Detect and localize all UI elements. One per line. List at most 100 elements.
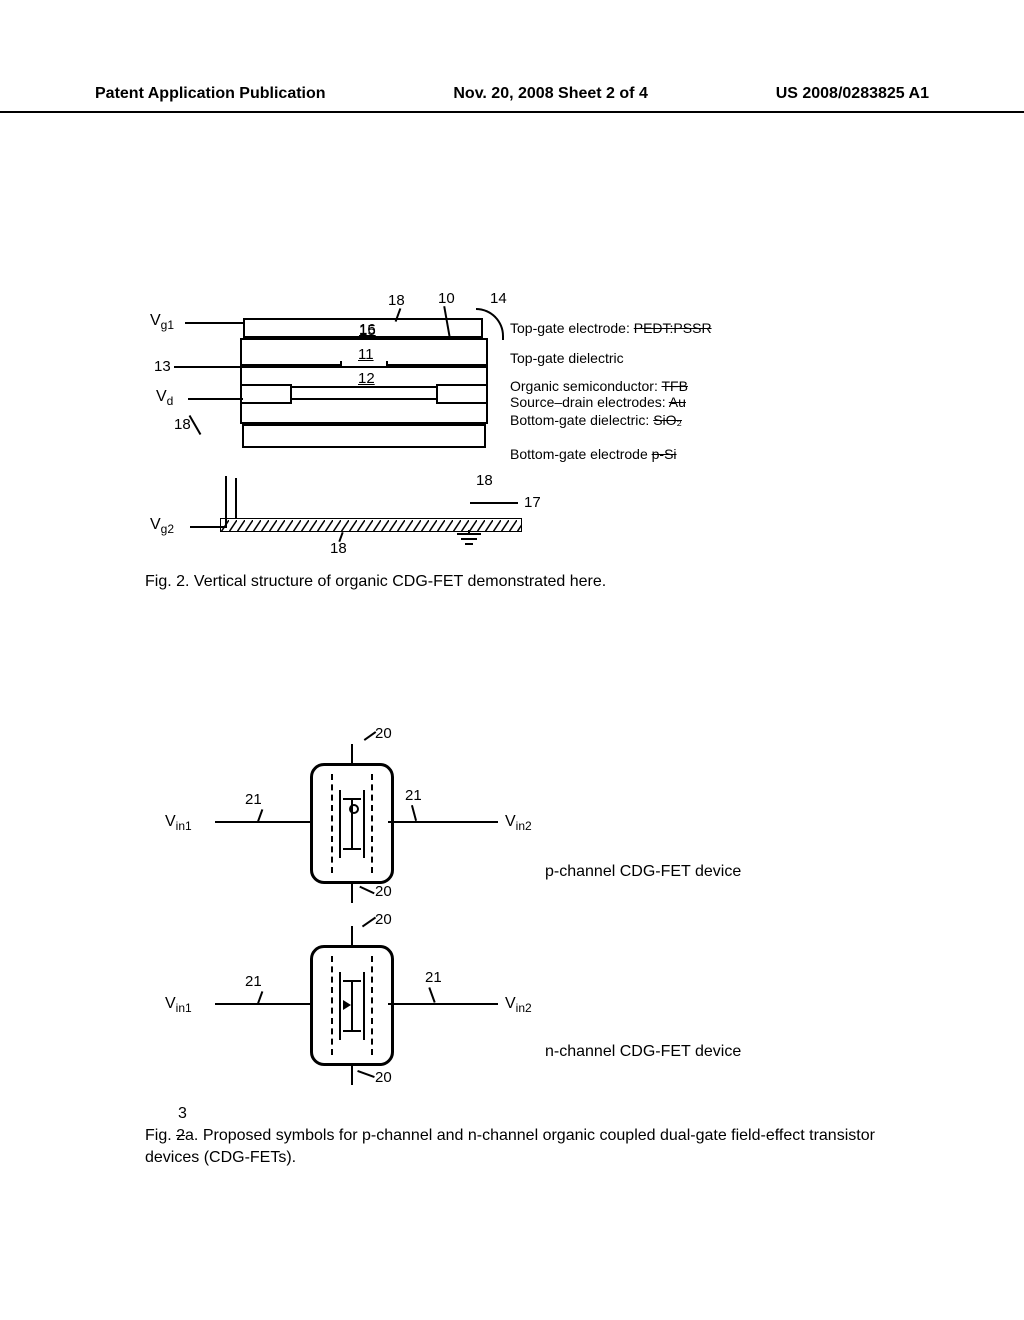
- header-right: US 2008/0283825 A1: [776, 85, 929, 103]
- lead-20-p-bot: [359, 886, 374, 895]
- figure-2-caption: Fig. 2. Vertical structure of organic CD…: [145, 573, 765, 591]
- lead-20-n-bot: [357, 1070, 375, 1078]
- n-gate-left: [339, 972, 341, 1040]
- terminal-vg2: Vg2: [150, 516, 174, 536]
- layer-top-gate-dielectric: 11: [240, 338, 488, 366]
- source-drain-row: [240, 388, 488, 404]
- p-gate-left: [339, 790, 341, 858]
- n-channel-text: n-channel CDG-FET device: [545, 1043, 741, 1061]
- n-vin1-label: Vin1: [165, 995, 192, 1015]
- n-vin1-line: [215, 1003, 310, 1005]
- n-vin1-sub: in1: [176, 1001, 192, 1015]
- p-channel-symbol: [310, 763, 394, 884]
- label-bottom-gate-electrode: Bottom-gate electrode p-Si: [510, 446, 677, 462]
- bge-text: Bottom-gate electrode: [510, 446, 648, 462]
- refnum-21-n-right: 21: [425, 969, 442, 986]
- bge-strike: p-Si: [652, 446, 677, 462]
- vd-sub: d: [167, 394, 174, 408]
- layer-bottom-gate-electrode: 16: [242, 424, 486, 448]
- caption-fignum-struck: 2: [176, 1127, 185, 1144]
- label-top-gate-dielectric: Top-gate dielectric: [510, 350, 624, 366]
- figure-3: Vin1 Vin2 20 20 21 21 p-channel CDG-FET …: [235, 733, 795, 1098]
- lead-20-n-top: [362, 917, 376, 928]
- label-top-gate-electrode: Top-gate electrode: PEDT:PSSR: [510, 320, 712, 336]
- n-top-stub: [351, 926, 353, 948]
- refnum-20-n-bot: 20: [375, 1069, 392, 1086]
- caption-pre: Fig.: [145, 1127, 176, 1144]
- p-channel-bar: [351, 798, 353, 850]
- refnum-21-p-left: 21: [245, 791, 262, 808]
- tge-text: Top-gate electrode:: [510, 320, 630, 336]
- refnum-21-n-left: 21: [245, 973, 262, 990]
- drain-electrode: [436, 384, 488, 404]
- lead-vd: [188, 398, 243, 400]
- refnum-12: 12: [358, 370, 375, 387]
- vg1-v: V: [150, 312, 161, 329]
- refnum-10: 10: [438, 290, 455, 307]
- n-bot-stub: [351, 1063, 353, 1085]
- n-vin2-v: V: [505, 995, 516, 1012]
- refnum-18-bottom: 18: [330, 540, 347, 557]
- terminal-vd: Vd: [156, 388, 173, 408]
- label-sd-electrodes: Source–drain electrodes: Au: [510, 394, 686, 410]
- vg1-sub: g1: [161, 318, 174, 332]
- lead-21-nr: [428, 987, 435, 1003]
- n-channel-bar: [351, 980, 353, 1032]
- osemi-strike: TFB: [661, 378, 687, 394]
- refnum-14: 14: [490, 290, 507, 307]
- label-organic-semiconductor: Organic semiconductor: TFB: [510, 378, 688, 394]
- p-vin1-line: [215, 821, 310, 823]
- ground-icon: [455, 530, 483, 548]
- p-vin2-sub: in2: [516, 819, 532, 833]
- bgd-text: Bottom-gate dielectric:: [510, 412, 649, 428]
- n-arrow-icon: [343, 1000, 351, 1010]
- p-vin1-v: V: [165, 813, 176, 830]
- n-channel-symbol: [310, 945, 394, 1066]
- vg2-v: V: [150, 516, 161, 533]
- lead-vg1: [185, 322, 245, 324]
- label-bottom-gate-dielectric: Bottom-gate dielectric: SiO₂: [510, 412, 682, 428]
- refnum-13: 13: [154, 358, 171, 375]
- p-vin1-label: Vin1: [165, 813, 192, 833]
- sd-strike: Au: [669, 394, 686, 410]
- refnum-20-p-top: 20: [375, 725, 392, 742]
- refnum-17: 17: [524, 494, 541, 511]
- n-vin1-v: V: [165, 995, 176, 1012]
- lead-17: [470, 502, 518, 504]
- figure-2: 11 12 15 16 18 10 14 Vg1: [180, 298, 820, 588]
- fignum-handwritten-3: 3: [178, 1105, 187, 1123]
- p-channel-text: p-channel CDG-FET device: [545, 863, 741, 881]
- figure-3-caption: Fig. 2a. Proposed symbols for p-channel …: [145, 1125, 885, 1170]
- vg2-sub: g2: [161, 522, 174, 536]
- source-electrode: [240, 384, 292, 404]
- p-bot-stub: [351, 881, 353, 903]
- tge-strike: PEDT:PSSR: [634, 320, 712, 336]
- refnum-21-p-right: 21: [405, 787, 422, 804]
- p-gate-right: [363, 790, 365, 858]
- refnum-20-p-bot: 20: [375, 883, 392, 900]
- p-vin2-label: Vin2: [505, 813, 532, 833]
- header-center: Nov. 20, 2008 Sheet 2 of 4: [453, 85, 647, 103]
- p-vin2-line: [388, 821, 498, 823]
- p-vin2-v: V: [505, 813, 516, 830]
- sd-text: Source–drain electrodes:: [510, 394, 666, 410]
- refnum-20-n-top: 20: [375, 911, 392, 928]
- lead-21-pr: [411, 805, 417, 821]
- refnum-16: 16: [359, 321, 376, 338]
- bgd-strike: SiO₂: [653, 412, 682, 428]
- refnum-18-right: 18: [476, 472, 493, 489]
- header-left: Patent Application Publication: [95, 85, 326, 103]
- vd-v: V: [156, 388, 167, 405]
- page-header: Patent Application Publication Nov. 20, …: [0, 0, 1024, 113]
- n-vin2-sub: in2: [516, 1001, 532, 1015]
- refnum-18-left: 18: [174, 416, 191, 433]
- refnum-11: 11: [358, 346, 374, 363]
- lead-13: [174, 366, 242, 368]
- osemi-text: Organic semiconductor:: [510, 378, 658, 394]
- n-gate-right: [363, 972, 365, 1040]
- n-vin2-label: Vin2: [505, 995, 532, 1015]
- p-top-stub: [351, 744, 353, 766]
- n-vin2-line: [388, 1003, 498, 1005]
- lead-substrate-left: [235, 478, 237, 518]
- lead-14: [476, 308, 504, 340]
